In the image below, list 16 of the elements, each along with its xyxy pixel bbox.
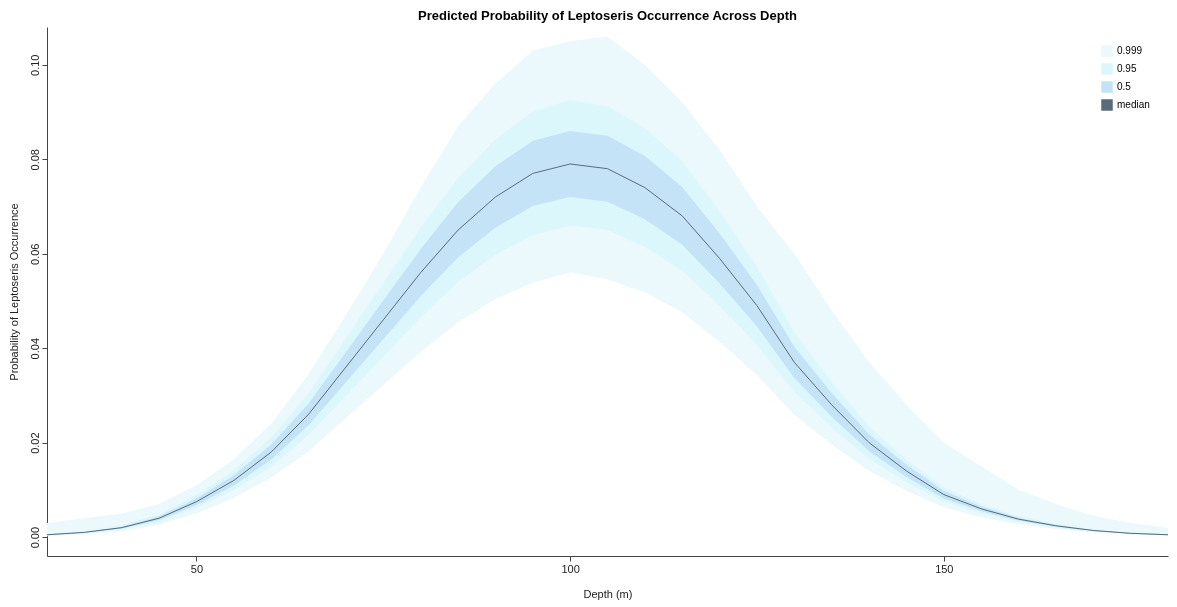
y-tick-label: 0.02 [28,432,41,454]
x-axis-title: Depth (m) [583,587,633,600]
legend-label: 0.5 [1117,81,1132,92]
chart-title: Predicted Probability of Leptoseris Occurrence Across Depth [418,8,797,23]
y-tick-label: 0.06 [28,243,41,265]
x-tick-label: 150 [935,562,954,575]
legend-label: median [1117,99,1150,110]
x-tick-label: 50 [190,562,204,575]
legend-label: 0.95 [1117,63,1137,74]
y-tick-label: 0.08 [28,149,41,171]
y-tick-label: 0.00 [28,526,41,549]
y-tick-label: 0.04 [28,337,41,360]
y-tick-label: 0.10 [28,54,41,76]
y-axis-title: Probability of Leptoseris Occurrence [7,203,20,381]
x-tick-label: 100 [561,562,580,575]
legend-label: 0.999 [1117,45,1143,56]
